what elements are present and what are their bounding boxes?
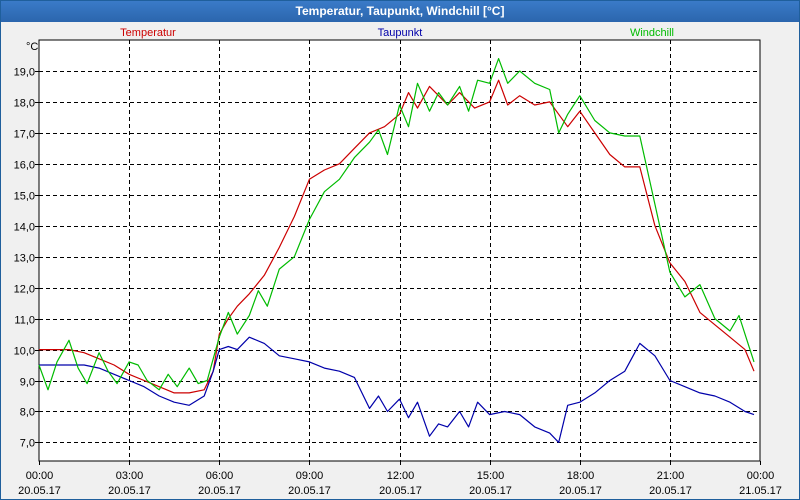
x-tick-date: 21.05.17 — [739, 485, 782, 497]
y-tick-label: 13,0 — [14, 253, 35, 265]
series-taupunkt — [39, 336, 755, 443]
x-tick-date: 20.05.17 — [18, 485, 61, 497]
x-tick-date: 20.05.17 — [649, 485, 692, 497]
x-tick-date: 20.05.17 — [288, 485, 331, 497]
legend-taupunkt: Taupunkt — [378, 27, 423, 39]
y-tick-label: 8,0 — [20, 407, 35, 419]
y-tick-label: 19,0 — [14, 67, 35, 79]
x-tick-time: 15:00 — [477, 470, 505, 482]
y-tick-label: 7,0 — [20, 438, 35, 450]
legend-temperatur: Temperatur — [120, 27, 176, 39]
y-tick-label: 15,0 — [14, 191, 35, 203]
x-tick-date: 20.05.17 — [379, 485, 422, 497]
y-tick-label: 9,0 — [20, 377, 35, 389]
series-windchill — [38, 57, 755, 391]
y-tick-label: 11,0 — [14, 315, 35, 327]
x-tick-date: 20.05.17 — [198, 485, 241, 497]
x-tick-time: 00:00 — [747, 470, 775, 482]
y-tick-label: 17,0 — [14, 129, 35, 141]
x-tick-time: 03:00 — [116, 470, 144, 482]
y-tick-label: 16,0 — [14, 160, 35, 172]
y-tick-label: 18,0 — [14, 98, 35, 110]
y-tick-label: 10,0 — [14, 346, 35, 358]
x-tick-time: 21:00 — [657, 470, 685, 482]
x-axis: 00:00 20.05.17 03:00 20.05.17 06:00 20.05.17 0… — [18, 461, 782, 497]
x-tick-time: 06:00 — [206, 470, 234, 482]
x-tick-date: 20.05.17 — [469, 485, 512, 497]
window-title: Temperatur, Taupunkt, Windchill [°C] — [1, 1, 799, 22]
legend-windchill: Windchill — [630, 27, 674, 39]
x-tick-time: 12:00 — [387, 470, 415, 482]
x-tick-date: 20.05.17 — [559, 485, 602, 497]
x-tick-time: 09:00 — [296, 470, 324, 482]
grid — [39, 40, 760, 461]
x-tick-time: 00:00 — [26, 470, 54, 482]
y-tick-label: 14,0 — [14, 222, 35, 234]
plot-area — [38, 39, 761, 462]
y-axis-unit: °C — [26, 41, 38, 53]
x-tick-time: 18:00 — [567, 470, 595, 482]
x-tick-date: 20.05.17 — [108, 485, 151, 497]
y-tick-label: 12,0 — [14, 284, 35, 296]
series-lines — [38, 57, 755, 443]
series-temperatur — [39, 79, 755, 394]
y-axis: 7,0 8,0 9,0 10,0 11,0 12,0 13,0 14,0 15,0 16,0 17,… — [14, 67, 39, 450]
